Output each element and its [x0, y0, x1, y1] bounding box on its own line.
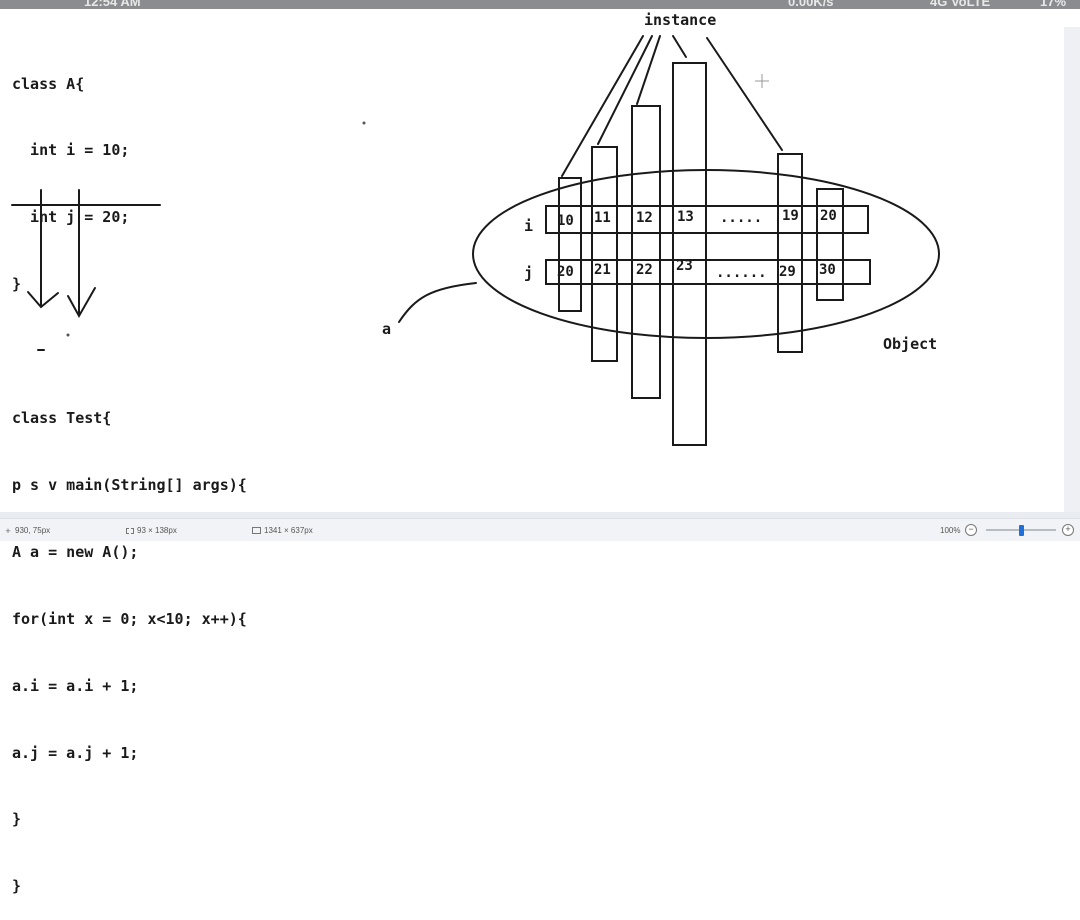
- code-line: A a = new A();: [12, 542, 139, 561]
- status-signal: 4G VoLTE: [930, 0, 991, 9]
- phone-status-bar: 12:54 AM 0.00K/s 4G VoLTE 17%: [0, 0, 1080, 9]
- zoom-in-button[interactable]: +: [1062, 524, 1074, 536]
- row-j-box: [545, 259, 871, 285]
- canvas-right-margin: [1064, 27, 1080, 512]
- cursor-position: + 930, 75px: [4, 526, 50, 535]
- j-value: 23: [676, 258, 693, 274]
- instance-pointer-line: [597, 35, 653, 145]
- selection-size: 93 × 138px: [126, 526, 177, 535]
- stray-dot: [362, 121, 366, 125]
- image-size-icon: [252, 527, 261, 534]
- image-size-value: 1341 × 637px: [264, 526, 313, 535]
- i-value: 11: [594, 210, 611, 226]
- selection-icon: [126, 527, 134, 534]
- zoom-level-value: 100%: [940, 526, 961, 535]
- zoom-slider-thumb[interactable]: [1018, 525, 1024, 536]
- j-value: 22: [636, 262, 653, 278]
- reference-label: a: [382, 320, 391, 338]
- zoom-slider[interactable]: [986, 525, 1056, 536]
- row-j-label: j: [524, 264, 533, 282]
- crosshair-icon: +: [5, 525, 11, 536]
- i-value: 20: [820, 208, 837, 224]
- code-line: class A{: [12, 74, 85, 93]
- code-line: a.j = a.j + 1;: [12, 743, 139, 762]
- cursor-position-value: 930, 75px: [15, 526, 51, 535]
- instance-bar: [672, 62, 707, 446]
- zoom-out-button[interactable]: −: [965, 524, 977, 536]
- code-line: }: [12, 275, 22, 294]
- crosshair-cursor-icon: [755, 74, 769, 88]
- stray-dot: [66, 333, 70, 337]
- selection-size-value: 93 × 138px: [137, 526, 177, 535]
- code-line: }: [12, 810, 22, 829]
- instance-pointer-line: [561, 35, 644, 177]
- reference-curve: [398, 282, 477, 323]
- j-value: 20: [557, 264, 574, 280]
- code-line: p s v main(String[] args){: [12, 475, 247, 494]
- j-value: 21: [594, 262, 611, 278]
- j-value: ......: [716, 265, 767, 281]
- i-value: 13: [677, 209, 694, 225]
- row-i-label: i: [524, 217, 533, 235]
- instance-bar: [816, 188, 844, 301]
- status-network-speed: 0.00K/s: [788, 0, 834, 9]
- i-value: 12: [636, 210, 653, 226]
- status-time: 12:54 AM: [84, 0, 141, 9]
- zoom-level: 100%: [940, 526, 960, 535]
- instance-bar: [631, 105, 661, 399]
- code-line: int i = 10;: [12, 141, 130, 160]
- code-line: a.i = a.i + 1;: [12, 676, 139, 695]
- code-line: class Test{: [12, 409, 112, 428]
- row-i-box: [545, 205, 869, 234]
- status-battery: 17%: [1040, 0, 1067, 9]
- i-value: 19: [782, 208, 799, 224]
- instance-bar: [777, 153, 803, 353]
- i-value: 10: [557, 213, 574, 229]
- instance-bar: [558, 177, 582, 312]
- code-line: for(int x = 0; x<10; x++){: [12, 609, 247, 628]
- image-size: 1341 × 637px: [252, 526, 313, 535]
- code-line: }: [12, 877, 22, 896]
- object-label: Object: [883, 335, 937, 353]
- instance-pointer-line: [672, 35, 687, 58]
- instance-bar: [591, 146, 618, 362]
- editor-status-bar: + 930, 75px 93 × 138px 1341 × 637px 100%…: [0, 518, 1080, 541]
- instance-pointer-line: [636, 35, 661, 105]
- instance-label: instance: [644, 11, 716, 29]
- canvas-bottom-margin: [0, 512, 1080, 518]
- loop-arrow-head: [67, 287, 96, 319]
- j-value: 30: [819, 262, 836, 278]
- j-value: 29: [779, 264, 796, 280]
- instance-pointer-line: [706, 37, 783, 151]
- loop-arrow-head: [27, 291, 59, 309]
- code-line: int j = 20;: [12, 208, 130, 227]
- i-value: .....: [720, 210, 762, 226]
- drawing-canvas[interactable]: instance Object a i j 10 11 12 13 ..... …: [0, 0, 1080, 518]
